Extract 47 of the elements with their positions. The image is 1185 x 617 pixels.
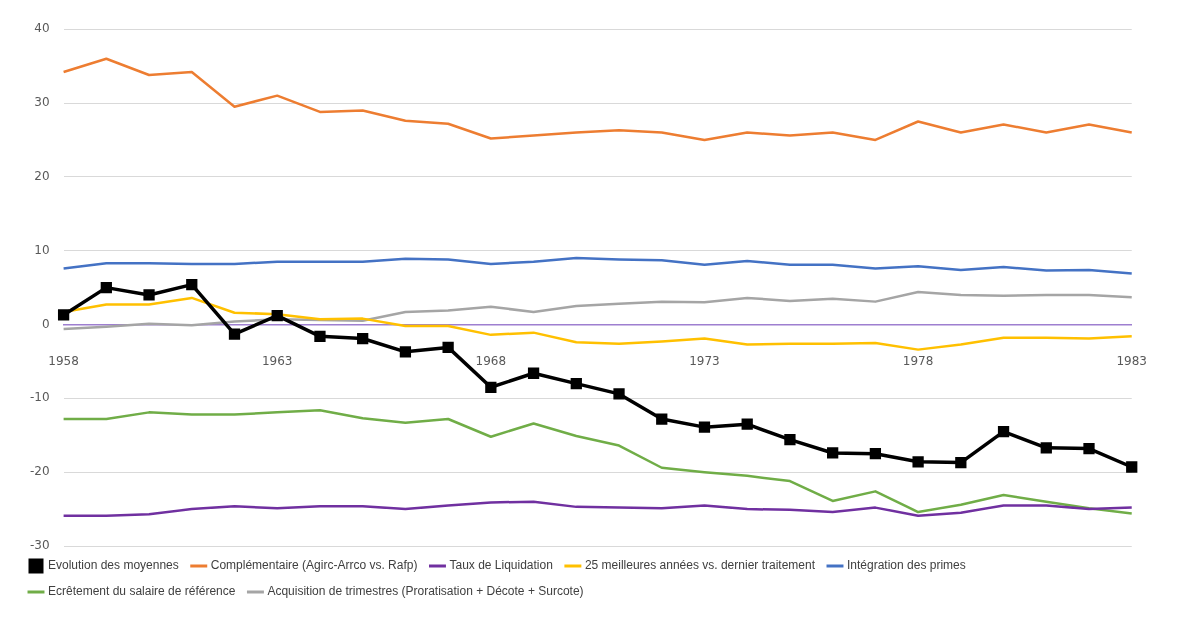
point	[1040, 442, 1052, 454]
y-tick-label: 10	[34, 242, 50, 257]
point	[698, 421, 711, 433]
y-tick-label: -10	[29, 390, 50, 405]
legend-label: Taux de Liquidation	[449, 558, 553, 573]
point	[399, 346, 412, 358]
point	[186, 279, 198, 291]
point	[955, 456, 967, 469]
point	[869, 448, 882, 460]
legend-label: Intégration des primes	[846, 558, 966, 573]
x-tick-label: 1968	[475, 353, 507, 368]
y-tick-label: 20	[34, 168, 50, 183]
y-tick-label: 30	[34, 95, 50, 110]
y-tick-label: 0	[41, 316, 50, 331]
point	[613, 388, 625, 400]
point	[912, 456, 924, 468]
point	[485, 381, 497, 393]
point	[314, 330, 326, 342]
y-tick-label: 40	[34, 21, 50, 36]
point	[741, 418, 753, 430]
x-tick-label: 1963	[261, 353, 293, 368]
point	[228, 328, 241, 340]
x-tick-label: 1973	[689, 353, 720, 368]
point	[570, 377, 582, 390]
x-tick-label: 1983	[1116, 353, 1147, 368]
point	[57, 309, 70, 321]
point	[100, 281, 112, 294]
legend-label: Evolution des moyennes	[48, 558, 179, 573]
point	[143, 289, 155, 301]
point	[784, 434, 796, 446]
point	[442, 341, 454, 354]
legend-label: 25 meilleures années vs. dernier traitement	[584, 558, 816, 573]
point	[1126, 461, 1138, 473]
y-tick-label: -20	[29, 464, 50, 479]
legend-label: Ecrêtement du salaire de référence	[48, 584, 236, 599]
point	[527, 367, 540, 379]
point	[997, 425, 1010, 438]
y-tick-label: -30	[29, 538, 50, 553]
point	[271, 310, 283, 322]
legend-label: Complémentaire (Agirc-Arrco vs. Rafp)	[210, 558, 418, 573]
x-tick-label: 1978	[902, 353, 934, 368]
x-tick-label: 1958	[48, 353, 79, 368]
point	[357, 332, 369, 345]
point	[656, 413, 668, 425]
point	[827, 447, 839, 459]
point	[1083, 442, 1095, 455]
legend-label: Acquisition de trimestres (Proratisation + Décote + Surcote)	[267, 584, 584, 599]
